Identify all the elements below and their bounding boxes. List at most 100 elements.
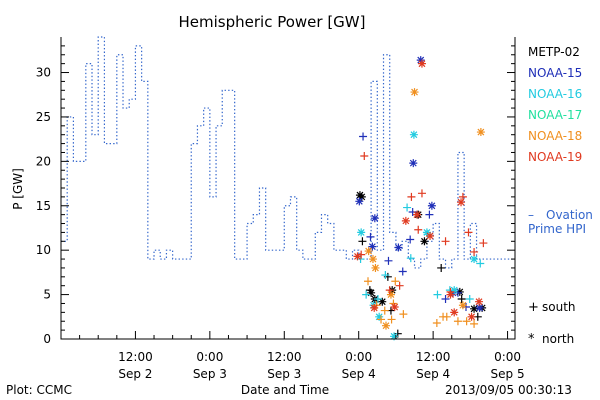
legend-south-label: south [542, 300, 576, 314]
legend-ovation-dash: – [528, 208, 534, 222]
x-tick-label-date: Sep 3 [267, 367, 301, 381]
north-marker [467, 312, 476, 321]
y-tick-label: 25 [36, 110, 51, 124]
north-marker [367, 288, 376, 297]
north-marker [401, 216, 410, 225]
legend: METP-02 NOAA-15 NOAA-16 NOAA-17 NOAA-18 NOAA-… [528, 45, 593, 347]
south-marker [398, 267, 407, 276]
x-tick-label-time: 12:00 [416, 350, 451, 364]
legend-entry-noaa-17: NOAA-17 [528, 108, 582, 122]
legend-entry-noaa-15: NOAA-15 [528, 66, 582, 80]
legend-south-symbol: + [528, 300, 539, 315]
plot-area [61, 36, 514, 341]
south-marker [433, 290, 442, 299]
south-marker [453, 317, 462, 326]
north-marker [417, 59, 426, 68]
north-marker [390, 303, 399, 312]
south-marker [377, 315, 386, 324]
south-marker [465, 295, 474, 304]
north-marker [426, 231, 435, 240]
north-marker [370, 214, 379, 223]
south-marker [385, 286, 394, 295]
north-marker [413, 210, 422, 219]
plot-credit: Plot: CCMC [6, 383, 72, 397]
north-marker [475, 297, 484, 306]
south-marker [414, 225, 423, 234]
north-marker [394, 243, 403, 252]
north-marker [368, 255, 377, 264]
south-marker [425, 210, 434, 219]
north-marker [455, 287, 464, 296]
south-marker [360, 152, 369, 161]
north-marker [416, 56, 425, 65]
axis-frame [60, 37, 516, 340]
south-marker [406, 235, 415, 244]
x-tick-label-date: Sep 5 [491, 367, 525, 381]
north-marker [457, 198, 466, 207]
y-tick-label: 30 [36, 66, 51, 80]
north-marker [357, 228, 366, 237]
north-marker [450, 308, 459, 317]
y-tick-label: 10 [36, 243, 51, 257]
north-marker [409, 159, 418, 168]
south-marker [441, 237, 450, 246]
south-marker [417, 189, 426, 198]
x-axis-label: Date and Time [241, 383, 329, 397]
legend-ovation-line2: Prime HPI [528, 222, 586, 236]
north-marker [378, 297, 387, 306]
x-tick-label-date: Sep 4 [342, 367, 376, 381]
x-tick-label-date: Sep 4 [416, 367, 450, 381]
north-marker [371, 263, 380, 272]
south-marker [442, 312, 451, 321]
north-marker [450, 286, 459, 295]
x-tick-label-time: 0:00 [196, 350, 223, 364]
south-marker [432, 319, 441, 328]
north-marker [368, 242, 377, 251]
south-marker [437, 263, 446, 272]
north-marker [476, 128, 485, 137]
south-marker [464, 228, 473, 237]
x-tick-label-time: 12:00 [118, 350, 153, 364]
north-marker [446, 290, 455, 299]
south-marker [407, 192, 416, 201]
legend-entry-noaa-19: NOAA-19 [528, 150, 582, 164]
south-marker [408, 207, 417, 216]
south-marker [462, 317, 471, 326]
south-marker [384, 256, 393, 265]
series-noaa-19 [353, 59, 488, 321]
south-marker [387, 315, 396, 324]
plot-timestamp: 2013/09/05 00:30:13 [445, 383, 572, 397]
south-marker [470, 319, 479, 328]
south-marker [391, 277, 400, 286]
y-tick-label: 20 [36, 154, 51, 168]
south-marker [373, 295, 382, 304]
south-marker [381, 271, 390, 280]
north-marker [422, 228, 431, 237]
south-marker [364, 277, 373, 286]
x-tick-label-time: 0:00 [345, 350, 372, 364]
south-marker [359, 132, 368, 141]
north-marker [353, 252, 362, 261]
south-marker [399, 310, 408, 319]
north-marker [375, 312, 384, 321]
legend-ovation-line1: Ovation [546, 208, 593, 222]
north-marker [364, 247, 373, 256]
x-tick-label-time: 12:00 [267, 350, 302, 364]
legend-entry-noaa-18: NOAA-18 [528, 129, 582, 143]
north-marker [390, 332, 399, 341]
ovation-hpi-line [61, 36, 514, 269]
north-marker [409, 130, 418, 139]
north-marker [475, 303, 484, 312]
south-marker [470, 247, 479, 256]
y-tick-label: 5 [43, 288, 51, 302]
x-tick-label-date: Sep 2 [118, 367, 152, 381]
south-marker [395, 281, 404, 290]
legend-entry-noaa-16: NOAA-16 [528, 87, 582, 101]
north-marker [470, 304, 479, 313]
series-noaa-18 [364, 88, 485, 330]
south-marker [366, 232, 375, 241]
north-marker [410, 88, 419, 97]
south-marker [479, 239, 488, 248]
north-marker [355, 197, 364, 206]
